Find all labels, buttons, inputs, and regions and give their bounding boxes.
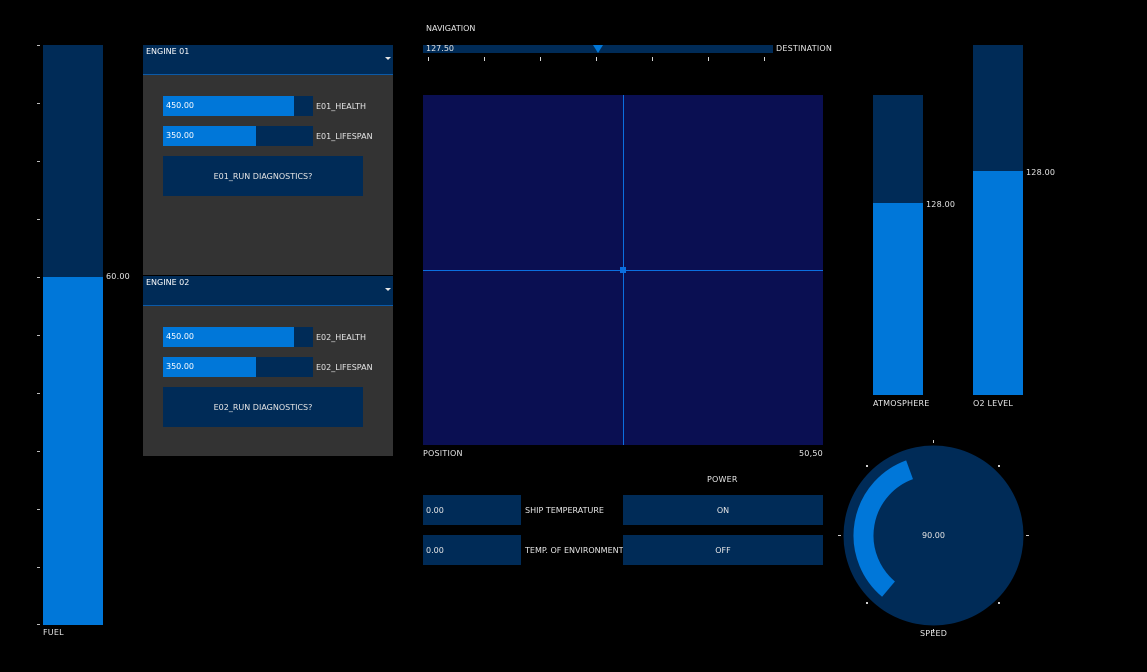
fuel-tick [37, 567, 40, 568]
speed-knob-graphic [843, 445, 1024, 626]
speed-tick [1026, 535, 1029, 536]
engine-01-title: ENGINE 01 [146, 47, 190, 56]
speed-tick [998, 602, 1000, 604]
engine-02-health-bar[interactable]: 450.00 [163, 327, 313, 347]
navigation-tick [764, 57, 765, 61]
engine-01-health-bar[interactable]: 450.00 [163, 96, 313, 116]
speed-value: 90.00 [922, 531, 945, 540]
power-title: POWER [707, 475, 738, 484]
o2-level-value: 128.00 [1026, 168, 1056, 177]
atmosphere-label: ATMOSPHERE [873, 399, 930, 408]
fuel-slider-fill [43, 277, 103, 625]
navigation-title: NAVIGATION [426, 24, 476, 33]
environment-temperature-field[interactable]: 0.00 [423, 535, 521, 565]
speed-label: SPEED [920, 629, 948, 638]
engine-01-lifespan-label: E01_LIFESPAN [316, 132, 373, 141]
engine-02-health-value: 450.00 [166, 332, 194, 341]
fuel-tick [37, 393, 40, 394]
o2-level-label: O2 LEVEL [973, 399, 1014, 408]
fuel-tick [37, 161, 40, 162]
engine-01-header[interactable]: ENGINE 01 [143, 45, 393, 75]
speed-tick [866, 602, 868, 604]
destination-label: DESTINATION [776, 44, 833, 53]
speed-tick [866, 465, 868, 467]
ship-temperature-field[interactable]: 0.00 [423, 495, 521, 525]
fuel-value: 60.00 [106, 272, 130, 281]
speed-tick [933, 440, 934, 443]
navigation-tick [484, 57, 485, 61]
fuel-tick [37, 335, 40, 336]
atmosphere-fill [873, 203, 923, 395]
position-handle[interactable] [620, 267, 626, 273]
engine-02-title: ENGINE 02 [146, 278, 190, 287]
engine-02-lifespan-fill [163, 357, 256, 377]
speed-tick [998, 465, 1000, 467]
ship-temperature-value: 0.00 [426, 506, 444, 515]
engine-02-lifespan-value: 350.00 [166, 362, 194, 371]
fuel-slider[interactable] [43, 45, 103, 625]
engine-01-health-value: 450.00 [166, 101, 194, 110]
fuel-tick [37, 45, 40, 46]
engine-02-header[interactable]: ENGINE 02 [143, 276, 393, 306]
engine-01-lifespan-value: 350.00 [166, 131, 194, 140]
engine-01-lifespan-bar[interactable]: 350.00 [163, 126, 313, 146]
atmosphere-slider[interactable] [873, 95, 923, 395]
position-pad[interactable] [423, 95, 823, 445]
navigation-tick [596, 57, 597, 61]
ship-temperature-label: SHIP TEMPERATURE [525, 506, 604, 515]
navigation-tick [708, 57, 709, 61]
engine-02-health-label: E02_HEALTH [316, 333, 367, 342]
engine-01-health-fill [163, 96, 294, 116]
position-value: 50,50 [799, 449, 823, 458]
engine-02-health-fill [163, 327, 294, 347]
navigation-value: 127.50 [426, 44, 454, 53]
speed-arc [853, 460, 914, 597]
fuel-tick [37, 277, 40, 278]
engine-01-health-label: E01_HEALTH [316, 102, 367, 111]
speed-knob[interactable]: 90.00 [843, 445, 1024, 626]
speed-tick [838, 535, 841, 536]
fuel-tick [37, 509, 40, 510]
fuel-tick [37, 219, 40, 220]
engine-01-diagnostics-button[interactable]: E01_RUN DIAGNOSTICS? [163, 156, 363, 196]
fuel-tick [37, 103, 40, 104]
navigation-tick [540, 57, 541, 61]
navigation-tick [428, 57, 429, 61]
speed-tick [933, 629, 934, 632]
navigation-tick [652, 57, 653, 61]
o2-level-slider[interactable] [973, 45, 1023, 395]
position-label: POSITION [423, 449, 463, 458]
navigation-slider-handle[interactable] [593, 45, 603, 53]
engine-01-lifespan-fill [163, 126, 256, 146]
atmosphere-value: 128.00 [926, 200, 956, 209]
environment-temperature-label: TEMP. OF ENVIRONMENT [525, 546, 624, 555]
engine-02-lifespan-bar[interactable]: 350.00 [163, 357, 313, 377]
fuel-label: FUEL [43, 628, 64, 637]
engine-02-panel: ENGINE 02 450.00 E02_HEALTH 350.00 E02_L… [143, 276, 393, 456]
power-off-button[interactable]: OFF [623, 535, 823, 565]
engine-02-diagnostics-button[interactable]: E02_RUN DIAGNOSTICS? [163, 387, 363, 427]
fuel-tick [37, 451, 40, 452]
chevron-down-icon [385, 57, 391, 60]
engine-02-lifespan-label: E02_LIFESPAN [316, 363, 373, 372]
navigation-slider[interactable]: 127.50 [423, 44, 773, 53]
fuel-tick [37, 624, 40, 625]
chevron-down-icon [385, 288, 391, 291]
engine-01-panel: ENGINE 01 450.00 E01_HEALTH 350.00 E01_L… [143, 45, 393, 275]
o2-level-fill [973, 171, 1023, 395]
environment-temperature-value: 0.00 [426, 546, 444, 555]
power-on-button[interactable]: ON [623, 495, 823, 525]
